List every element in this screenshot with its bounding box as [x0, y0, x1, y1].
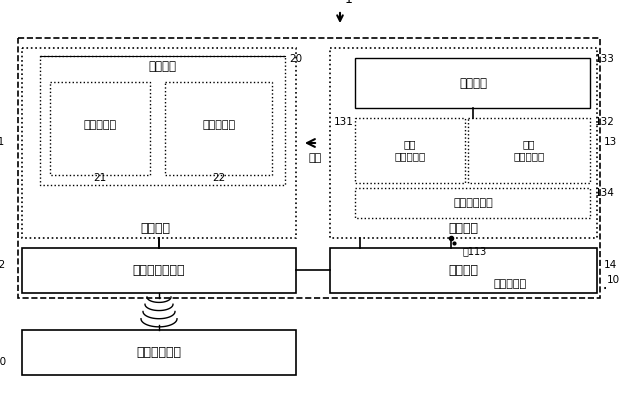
Text: 14: 14: [604, 260, 617, 270]
Bar: [330, 48, 597, 238]
Text: 10: 10: [607, 275, 620, 285]
Text: 20: 20: [289, 54, 302, 64]
Bar: [50, 82, 150, 175]
Bar: [330, 248, 597, 293]
Bar: [355, 58, 590, 108]
Text: 133: 133: [595, 54, 615, 64]
Text: 〜113: 〜113: [463, 246, 487, 256]
Text: 50: 50: [0, 357, 6, 367]
Text: 132: 132: [595, 117, 615, 127]
Text: 制御回路: 制御回路: [459, 76, 487, 89]
Text: 電源回路: 電源回路: [448, 264, 478, 277]
Bar: [355, 118, 465, 183]
Text: 21: 21: [93, 173, 106, 183]
Text: 携帯性筐体: 携帯性筐体: [493, 279, 527, 289]
Text: 134: 134: [595, 188, 615, 198]
Bar: [40, 56, 285, 185]
Text: 作用: 作用: [309, 153, 322, 163]
Text: 通信モジュール: 通信モジュール: [132, 264, 185, 277]
Text: 131: 131: [334, 117, 354, 127]
Text: 電子キー: 電子キー: [148, 59, 176, 72]
Text: 開鍵ボタン: 開鍵ボタン: [83, 120, 116, 130]
Text: 携帯情報端末: 携帯情報端末: [136, 346, 182, 359]
Bar: [22, 330, 296, 375]
Bar: [355, 188, 590, 218]
Text: 第２
ソレノイド: 第２ ソレノイド: [513, 139, 545, 161]
Bar: [18, 38, 600, 298]
Text: 13: 13: [604, 137, 617, 147]
Text: 22: 22: [212, 173, 226, 183]
Text: 11: 11: [0, 137, 5, 147]
Text: 第１
ソレノイド: 第１ ソレノイド: [394, 139, 425, 161]
Text: 施鍵ボタン: 施鍵ボタン: [202, 120, 236, 130]
Text: 押圧機構: 押圧機構: [448, 221, 478, 234]
Text: 1: 1: [345, 0, 353, 6]
Text: 保持機構: 保持機構: [140, 221, 170, 234]
Bar: [22, 248, 296, 293]
Bar: [22, 48, 296, 238]
Bar: [165, 82, 272, 175]
Text: レセプタクル: レセプタクル: [453, 198, 493, 208]
Text: 12: 12: [0, 260, 6, 270]
Bar: [468, 118, 590, 183]
